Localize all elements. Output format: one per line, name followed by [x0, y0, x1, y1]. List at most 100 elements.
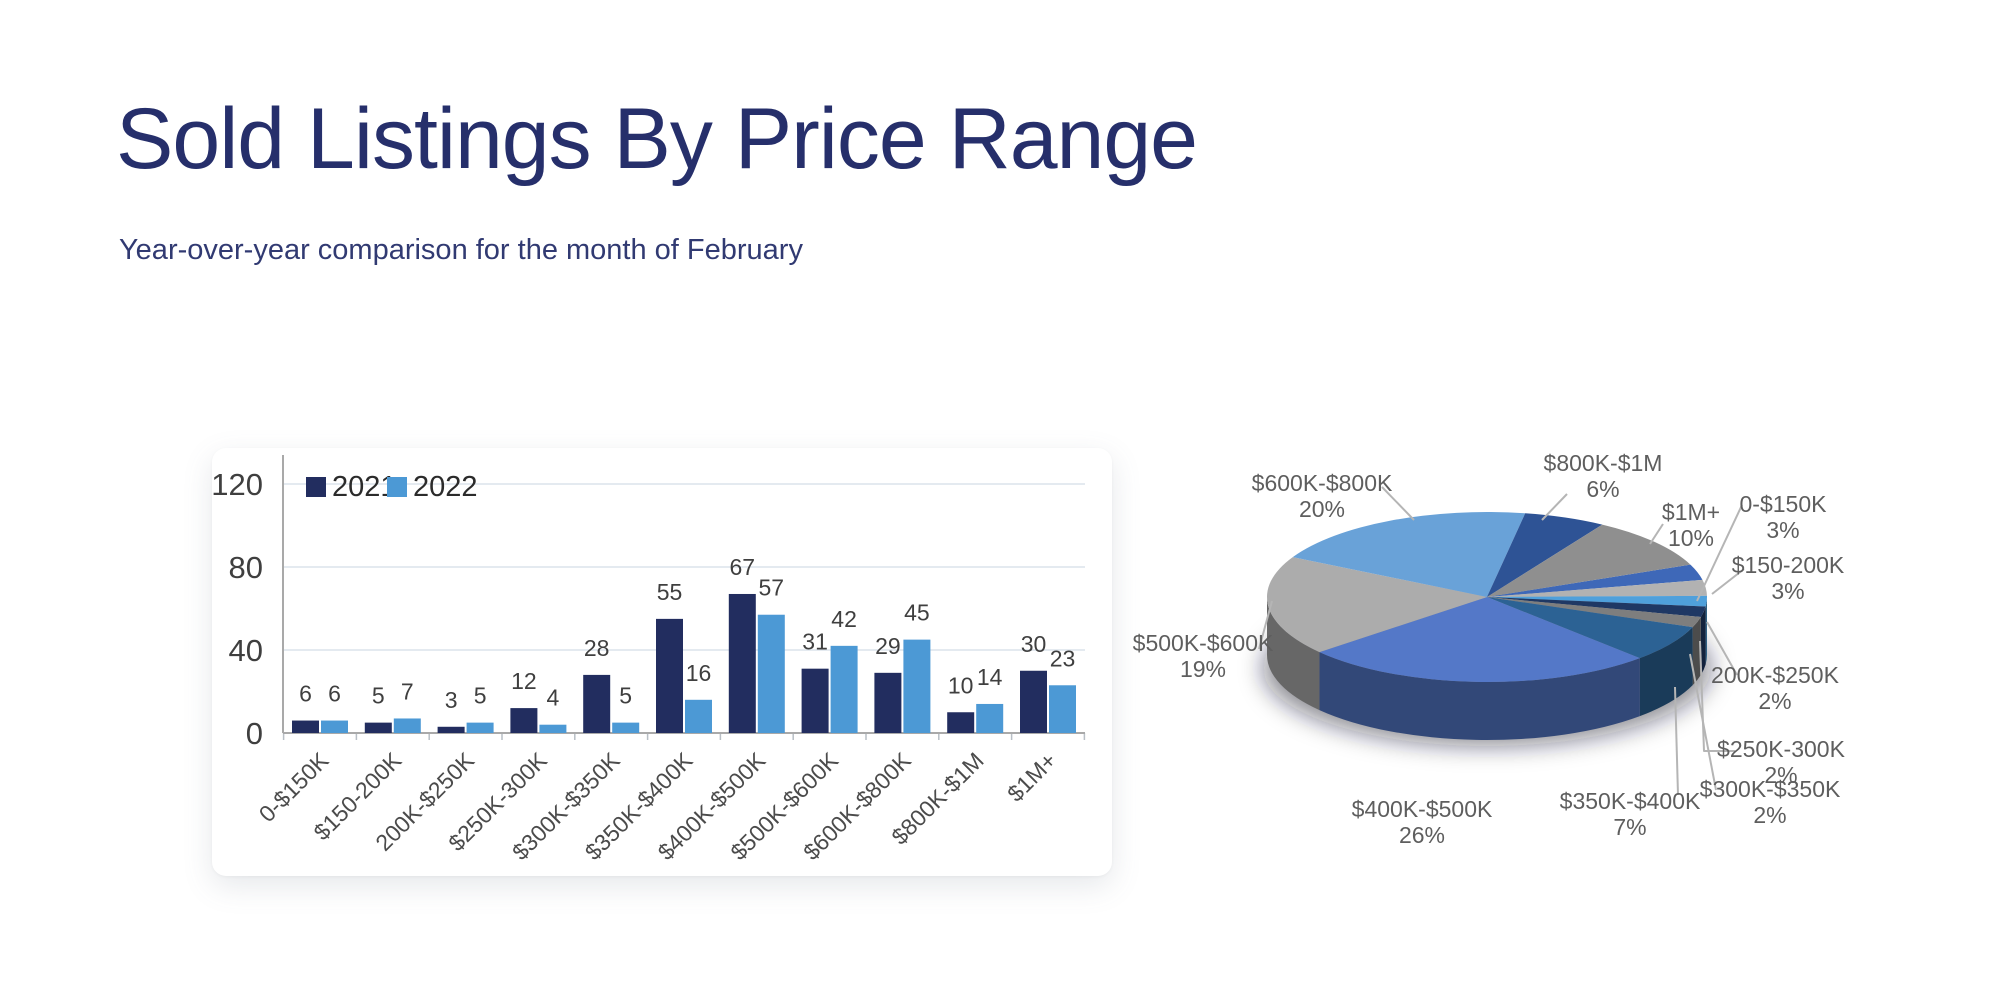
pie-label-name: 0-$150K [1740, 491, 1828, 517]
bar-2021-6 [728, 593, 756, 733]
pie-side-5 [1639, 627, 1693, 717]
bar-value-label: 3 [445, 687, 458, 713]
pie-slice-9 [1487, 513, 1603, 597]
pie-label-value: 6% [1586, 476, 1619, 502]
bar-2021-3 [510, 708, 538, 733]
slide-title: Sold Listings By Price Range [116, 91, 1198, 187]
pie-leader-line [1699, 640, 1735, 752]
pie-side-7 [1267, 597, 1320, 711]
bar-2022-1 [393, 718, 421, 733]
pie-label-value: 2% [1753, 802, 1786, 828]
bar-value-label: 7 [401, 678, 414, 704]
pie-label-value: 19% [1180, 656, 1226, 682]
bar-2021-5 [656, 618, 683, 733]
bar-2021-7 [801, 668, 829, 733]
bar-value-label: 16 [686, 660, 712, 686]
pie-slice-10 [1487, 524, 1691, 597]
bar-2022-6 [757, 614, 785, 733]
pie-label-name: $300K-$350K [1700, 776, 1841, 802]
bar-value-label: 55 [657, 579, 683, 605]
pie-label-name: $400K-$500K [1352, 796, 1493, 822]
x-category-label: $1M+ [1002, 747, 1062, 807]
bar-2022-0 [321, 720, 348, 733]
pie-leader-line [1674, 686, 1679, 796]
pie-leader-line [1696, 504, 1743, 602]
pie-label-name: $350K-$400K [1560, 788, 1701, 814]
slide-subtitle: Year-over-year comparison for the month … [119, 234, 803, 266]
bar-2021-9 [947, 712, 975, 733]
bar-2021-4 [583, 674, 611, 733]
pie-label-value: 3% [1771, 578, 1804, 604]
legend-label: 2021 [332, 471, 397, 503]
pie-leader-line [1689, 653, 1717, 791]
pie-label-name: $800K-$1M [1544, 450, 1663, 476]
bar-2022-9 [976, 703, 1004, 733]
pie-slice-1 [1487, 579, 1707, 597]
bar-2021-2 [437, 726, 465, 733]
pie-leader-line [1381, 486, 1415, 521]
bar-2022-10 [1049, 685, 1076, 733]
pie-label-value: 26% [1399, 822, 1445, 848]
pie-slice-6 [1319, 597, 1640, 682]
pie-leader-line [1258, 600, 1273, 650]
pie-leader-line [1649, 523, 1664, 545]
bar-value-label: 5 [474, 683, 487, 709]
pie-slice-3 [1487, 597, 1706, 617]
bar-2022-2 [466, 722, 494, 733]
bar-2021-1 [364, 722, 392, 733]
bar-2022-4 [612, 722, 640, 733]
pie-slice-2 [1487, 595, 1707, 607]
pie-side-6 [1319, 652, 1640, 740]
bar-value-label: 6 [328, 681, 341, 707]
pie-label-name: $250K-300K [1717, 736, 1846, 762]
y-tick-label: 40 [229, 633, 263, 668]
pie-label-value: 10% [1668, 525, 1714, 551]
pie-label-name: $600K-$800K [1252, 470, 1393, 496]
bar-value-label: 31 [802, 629, 828, 655]
pie-slice-0 [1487, 564, 1703, 597]
pie-chart: 0-$150K3%$150-200K3%200K-$250K2%$250K-30… [1133, 450, 1846, 848]
bar-value-label: 67 [730, 554, 756, 580]
bar-2021-8 [874, 672, 902, 733]
pie-slice-8 [1292, 512, 1526, 597]
pie-label-value: 7% [1613, 814, 1646, 840]
bar-value-label: 42 [831, 606, 857, 632]
bar-value-label: 28 [584, 635, 610, 661]
y-tick-label: 120 [211, 467, 263, 502]
pie-label-value: 2% [1764, 762, 1797, 788]
bar-2022-3 [539, 724, 567, 733]
bar-2022-8 [903, 639, 931, 733]
pie-label-value: 20% [1299, 496, 1345, 522]
pie-leader-line [1541, 493, 1568, 521]
pie-label-name: $500K-$600K [1133, 630, 1274, 656]
bar-value-label: 5 [372, 683, 385, 709]
bar-2021-10 [1020, 670, 1047, 733]
pie-side-2 [1705, 597, 1707, 665]
pie-leader-line [1706, 621, 1738, 676]
pie-leader-line [1711, 568, 1745, 595]
bar-2021-0 [292, 720, 319, 733]
bar-value-label: 23 [1050, 645, 1076, 671]
y-tick-label: 0 [246, 716, 263, 751]
pie-label-name: 200K-$250K [1711, 662, 1840, 688]
legend-swatch-2021 [306, 477, 326, 497]
bar-value-label: 57 [759, 575, 785, 601]
bar-value-label: 30 [1021, 631, 1047, 657]
y-tick-label: 80 [229, 550, 263, 585]
pie-slice-5 [1487, 597, 1693, 659]
bar-value-label: 14 [977, 664, 1003, 690]
bar-value-label: 5 [619, 683, 632, 709]
pie-side-4 [1692, 616, 1701, 686]
bar-value-label: 4 [547, 685, 560, 711]
bar-2022-7 [830, 645, 858, 733]
bar-value-label: 29 [875, 633, 901, 659]
legend-swatch-2022 [387, 477, 407, 497]
bar-value-label: 6 [299, 681, 312, 707]
legend-label: 2022 [413, 471, 478, 503]
bar-value-label: 45 [904, 600, 930, 626]
pie-slice-7 [1267, 557, 1487, 653]
bar-2022-5 [685, 699, 712, 733]
